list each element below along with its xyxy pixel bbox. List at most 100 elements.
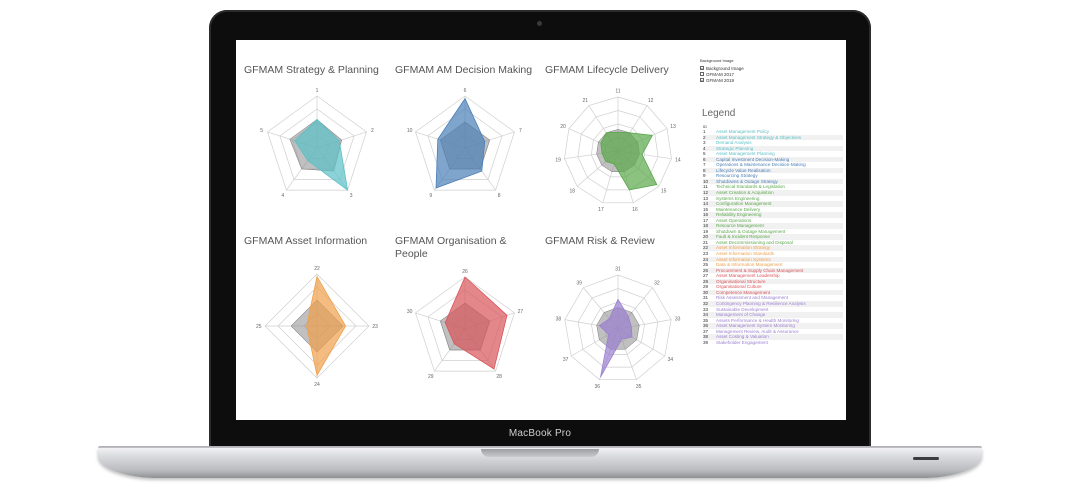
radar-value-area — [598, 298, 633, 378]
legend-item-name: Demand Analysis — [716, 140, 752, 146]
legend-item-name: Sustainable Development — [716, 306, 769, 312]
radar-axis-label: 5 — [260, 128, 263, 134]
radar-axis-label: 8 — [498, 193, 501, 199]
radar-axis-label: 39 — [576, 281, 582, 287]
radar-value-area — [294, 118, 349, 192]
background-image-panel: Background Image ▪ Background Image GFMAM… — [700, 58, 840, 83]
legend-item-id: 22 — [703, 245, 709, 251]
legend-item-name: Procurement & Supply Chain Management — [716, 267, 804, 273]
legend-item: 31 Risk Assessment and Management — [703, 295, 843, 301]
legend-item-name: Asset Costing & Valuation — [716, 334, 769, 340]
legend-item-name: Asset Information Standards — [716, 251, 774, 257]
legend-item-name: Configuration Management — [716, 201, 772, 207]
legend-item-id: 28 — [703, 278, 709, 284]
legend-item: 17 Asset Operations — [703, 218, 843, 224]
legend-item: 5 Asset Management Planning — [703, 151, 843, 157]
legend-item-name: Asset Operations — [716, 217, 752, 223]
checkbox-icon[interactable]: ▪ — [700, 66, 704, 71]
radar-axis-label: 10 — [407, 128, 413, 134]
webcam-icon — [537, 21, 542, 26]
background-option-1[interactable]: ▪ Background Image — [700, 65, 840, 71]
legend-item: 26 Procurement & Supply Chain Management — [703, 267, 843, 274]
legend-item: 39 Stakeholder Engagement — [703, 340, 843, 346]
radar-chart-decision-making: 6 7 8 9 10 — [407, 88, 522, 199]
legend-item: 22 Asset Information Strategy — [703, 245, 843, 252]
legend-item-name: Stakeholder Engagement — [716, 339, 768, 345]
radar-grid-ring — [564, 96, 672, 204]
legend-item: 2 Asset Management Strategy & Objectives — [703, 134, 843, 141]
legend-item: 14 Configuration Management — [703, 201, 843, 207]
background-option-2[interactable]: GFMAM 2017 — [700, 71, 840, 77]
legend-item: 8 Lifecycle Value Realisation — [703, 167, 843, 174]
legend-item: 11 Technical Standards & Legislation — [703, 184, 843, 190]
radar-chart-strategy-planning: 1 2 3 4 5 — [260, 88, 374, 199]
legend-item-name: Operations & Maintenance Decision-Making — [716, 162, 806, 168]
legend-item-id: 25 — [703, 262, 709, 268]
sleep-indicator-icon — [913, 457, 939, 460]
legend-item-id: 3 — [703, 140, 706, 146]
background-option-label: GFMAM 2019 — [706, 77, 735, 83]
chart-title-lifecycle-delivery: GFMAM Lifecycle Delivery — [545, 64, 669, 76]
legend-item-id: 1 — [703, 129, 706, 134]
radar-axis-label: 4 — [281, 193, 284, 199]
legend-item: 30 Competence Management — [703, 289, 843, 296]
legend-item-id: 4 — [703, 145, 706, 151]
legend-item-name: Organisational Structure — [716, 278, 766, 284]
radar-axis-label: 28 — [496, 374, 502, 380]
legend-item: 15 Maintenance Delivery — [703, 207, 843, 213]
checkbox-icon[interactable] — [700, 72, 704, 76]
legend-item: 25 Data & Information Management — [703, 262, 843, 268]
legend-item-id: 20 — [703, 234, 709, 240]
legend-item-name: Resource Management — [716, 223, 764, 229]
radar-value-area — [306, 275, 347, 377]
legend-item-id: 19 — [703, 228, 709, 234]
radar-axis-label: 2 — [371, 128, 374, 134]
radar-axis-label: 19 — [555, 158, 561, 164]
background-option-label: GFMAM 2017 — [706, 71, 735, 77]
radar-axis-label: 16 — [632, 207, 638, 213]
radar-chart-risk-review: 31 32 33 34 35 36 37 38 39 — [556, 267, 681, 390]
checkbox-icon[interactable]: ▪ — [700, 78, 704, 83]
legend-item-name: Competence Management — [716, 289, 771, 295]
legend-item: 28 Organisational Structure — [703, 278, 843, 285]
legend-item: 18 Resource Management — [703, 223, 843, 229]
radar-axis-label: 31 — [615, 267, 621, 273]
legend-item: 34 Management of Change — [703, 312, 843, 318]
background-image-panel-title: Background Image — [700, 58, 734, 63]
legend-item-id: 13 — [703, 195, 709, 201]
legend-item: 1 Asset Management Policy — [703, 129, 843, 135]
legend-item-id: 18 — [703, 223, 709, 229]
chart-title-decision-making: GFMAM AM Decision Making — [395, 64, 533, 76]
radar-grid-ring — [591, 301, 645, 355]
legend-item-id: 24 — [703, 256, 709, 262]
chart-title-strategy-planning: GFMAM Strategy & Planning — [244, 64, 379, 76]
legend-item-name: Management Review, Audit & Assurance — [716, 328, 799, 334]
radar-axis-label: 37 — [563, 357, 569, 363]
legend-item: 21 Asset Decommissioning and Disposal — [703, 240, 843, 246]
legend-item-name: Risk Assessment and Management — [716, 295, 789, 301]
radar-value-area — [600, 131, 658, 191]
radar-grid-ring — [577, 110, 659, 191]
legend-item: 32 Contingency Planning & Resilience Anal… — [703, 300, 843, 307]
legend-item: 13 Systems Engineering — [703, 196, 843, 202]
legend-item: 6 Capital Investment Decision-Making — [703, 156, 843, 163]
legend-item: 35 Assets Performance & Health Monitoring — [703, 318, 843, 324]
radar-axis-label: 26 — [462, 269, 468, 275]
legend-item-id: 14 — [703, 201, 709, 207]
radar-axis-label: 24 — [314, 382, 320, 388]
radar-axis-label: 22 — [314, 266, 320, 272]
legend-item: 29 Organisational Culture — [703, 284, 843, 290]
legend-item-name: Reliability Engineering — [716, 212, 762, 218]
legend-item-id: 35 — [703, 317, 709, 323]
legend-item: 37 Management Review, Audit & Assurance — [703, 329, 843, 335]
legend-item-name: Shutdown & Outage Management — [716, 228, 786, 234]
legend-item-id: 10 — [703, 178, 709, 184]
chart-title-asset-information: GFMAM Asset Information — [244, 235, 368, 247]
legend-item-name: Asset Management Leadership — [716, 273, 780, 279]
background-option-3[interactable]: ▪ GFMAM 2019 — [700, 77, 840, 83]
legend-id-header: ID — [703, 124, 707, 129]
legend-item-id: 5 — [703, 151, 706, 157]
radar-axis-label: 1 — [316, 88, 319, 94]
legend-item-name: Data & Information Management — [716, 262, 783, 268]
radar-axis-label: 6 — [464, 88, 467, 94]
